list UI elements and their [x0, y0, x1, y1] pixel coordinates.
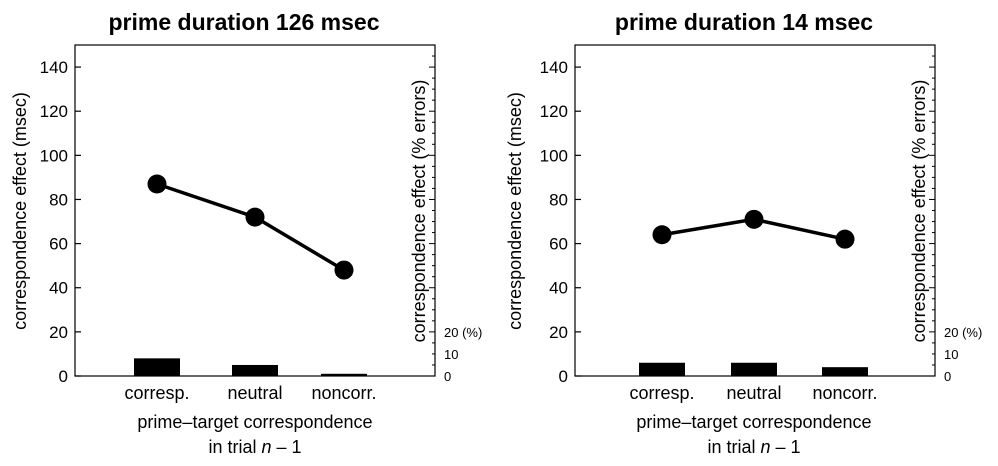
y-tick-label: 0: [59, 367, 68, 386]
x-tick-label: corresp.: [629, 383, 694, 403]
y-axis-label-2: correspondence effect (msec): [505, 92, 525, 330]
error-bar-neutral: [731, 362, 777, 376]
error-axis-tick-label: 10: [444, 347, 458, 362]
y-tick-label: 140: [540, 58, 568, 77]
error-axis-tick-label: 20 (%): [444, 325, 482, 340]
error-bar-corresp: [134, 358, 180, 376]
error-bars-1: [134, 358, 367, 376]
y-tick-label: 60: [549, 235, 568, 254]
rt-point-corresp: [652, 225, 672, 245]
error-bar-noncorr: [822, 367, 868, 376]
x-tick-label: noncorr.: [311, 383, 376, 403]
error-bars-2: [639, 362, 868, 376]
x-tick-labels-2: corresp. neutral noncorr.: [629, 383, 877, 403]
error-bar-corresp: [639, 362, 685, 376]
rt-line: [156, 182, 345, 272]
y-tick-label: 100: [40, 146, 68, 165]
y-axis-ticks-2: 0 20 40 60 80 100 120 140: [540, 58, 581, 386]
error-axis-tick-label: 10: [944, 347, 958, 362]
error-axis-tick-label: 0: [944, 369, 951, 384]
x-tick-labels-1: corresp. neutral noncorr.: [124, 383, 376, 403]
rt-point-corresp: [147, 174, 167, 194]
y-tick-label: 20: [49, 323, 68, 342]
chart-title-1: prime duration 126 msec: [109, 9, 380, 35]
error-bar-noncorr: [321, 373, 367, 376]
x-axis-label-1-line1: prime–target correspondence: [137, 412, 372, 432]
x-axis-label-2-line1: prime–target correspondence: [636, 412, 871, 432]
y-tick-label: 40: [49, 279, 68, 298]
rt-series-1: [147, 174, 354, 280]
y-tick-label: 40: [549, 279, 568, 298]
x-axis-label-1-line2: in trial n – 1: [208, 437, 301, 457]
y-tick-label: 80: [549, 190, 568, 209]
chart-title-2: prime duration 14 msec: [615, 9, 873, 35]
chart-panel-1: prime duration 126 msec 0204060801001201…: [10, 9, 482, 457]
y-tick-label: 120: [540, 102, 568, 121]
y-tick-label: 100: [540, 146, 568, 165]
y-tick-label: 80: [49, 190, 68, 209]
rt-series-2: [652, 209, 855, 249]
rt-point-noncorr: [334, 260, 354, 280]
error-axis-tick-label: 20 (%): [944, 325, 982, 340]
chart-panel-2: prime duration 14 msec 02040608010012014…: [505, 9, 982, 457]
y-tick-label: 0: [559, 367, 568, 386]
x-tick-label: corresp.: [124, 383, 189, 403]
y-tick-label: 20: [549, 323, 568, 342]
y-axis-right-label-1: correspondence effect (% errors): [409, 80, 429, 343]
x-tick-label: neutral: [227, 383, 282, 403]
error-bar-neutral: [232, 364, 278, 376]
rt-point-noncorr: [835, 229, 855, 249]
y-axis-right-label-2: correspondence effect (% errors): [909, 80, 929, 343]
y-tick-label: 120: [40, 102, 68, 121]
y-axis-ticks-1: 0 20 40 60 80 100 120 140: [40, 58, 81, 386]
right-axis-ticks-2: 0 10 20 (%): [929, 44, 982, 384]
x-tick-label: neutral: [726, 383, 781, 403]
y-axis-label-1: correspondence effect (msec): [10, 92, 30, 330]
x-axis-label-2-line2: in trial n – 1: [707, 437, 800, 457]
rt-point-neutral: [744, 209, 764, 229]
rt-point-neutral: [245, 207, 265, 227]
x-tick-label: noncorr.: [812, 383, 877, 403]
right-axis-ticks-1: 0 10 20 (%): [429, 44, 482, 384]
y-tick-label: 60: [49, 235, 68, 254]
error-axis-tick-label: 0: [444, 369, 451, 384]
y-tick-label: 140: [40, 58, 68, 77]
